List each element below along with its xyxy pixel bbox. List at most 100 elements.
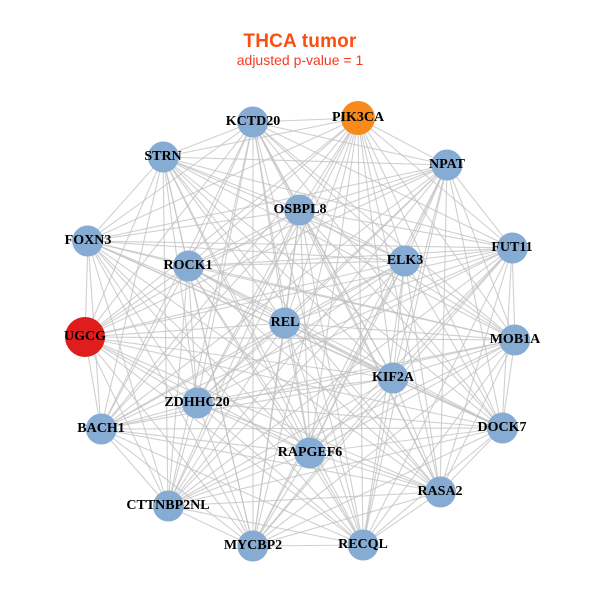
node-circle[interactable] — [65, 317, 105, 357]
network-edge — [299, 117, 359, 211]
network-node-npat[interactable]: NPAT — [429, 149, 465, 181]
node-circle[interactable] — [85, 413, 117, 445]
node-circle[interactable] — [181, 387, 213, 419]
node-circle[interactable] — [499, 324, 531, 356]
node-circle[interactable] — [496, 232, 528, 264]
network-edge — [87, 240, 513, 249]
network-edge — [196, 247, 513, 404]
network-node-osbpl8[interactable]: OSBPL8 — [274, 194, 326, 226]
network-edge — [196, 402, 503, 429]
network-edge — [84, 322, 286, 338]
network-edge — [187, 265, 503, 429]
network-edge — [162, 156, 448, 166]
network-node-zdhhc20[interactable]: ZDHHC20 — [164, 387, 230, 419]
network-edge — [392, 377, 503, 429]
network-node-mob1a[interactable]: MOB1A — [490, 324, 540, 356]
network-edge — [187, 265, 364, 546]
node-circle[interactable] — [347, 529, 379, 561]
node-circle[interactable] — [284, 194, 316, 226]
node-circle[interactable] — [152, 490, 184, 522]
node-label: STRN — [144, 149, 182, 164]
network-node-rapgef6[interactable]: RAPGEF6 — [277, 437, 343, 469]
network-node-kctd20[interactable]: KCTD20 — [226, 106, 280, 138]
network-edge — [187, 265, 254, 547]
network-node-ugcg[interactable]: UGCG — [64, 317, 106, 357]
network-edge — [167, 209, 301, 507]
network-node-dock7[interactable]: DOCK7 — [478, 412, 527, 444]
node-label: RAPGEF6 — [277, 445, 343, 460]
network-node-foxn3[interactable]: FOXN3 — [65, 225, 111, 257]
network-node-fut11[interactable]: FUT11 — [491, 232, 533, 264]
network-node-rel[interactable]: REL — [269, 307, 301, 339]
node-label: ROCK1 — [163, 258, 213, 273]
network-edge — [284, 322, 441, 493]
network-edge — [167, 402, 198, 507]
network-edge — [187, 265, 286, 324]
network-edge — [252, 117, 359, 123]
network-node-recql[interactable]: RECQL — [338, 529, 388, 561]
network-edge — [84, 336, 441, 493]
network-edge — [404, 164, 448, 262]
node-circle[interactable] — [424, 476, 456, 508]
network-edge — [87, 240, 311, 454]
network-edge — [84, 336, 394, 379]
network-edge — [84, 336, 364, 546]
network-edge — [100, 428, 254, 547]
network-edge — [196, 402, 364, 546]
network-node-kif2a[interactable]: KIF2A — [372, 362, 414, 394]
network-edge — [446, 164, 516, 341]
node-circle[interactable] — [341, 101, 375, 135]
network-edge — [357, 117, 503, 429]
network-edge — [167, 117, 359, 507]
network-node-mycbp2[interactable]: MYCBP2 — [224, 530, 282, 562]
plot-subtitle: adjusted p-value = 1 — [236, 52, 364, 68]
network-node-elk3[interactable]: ELK3 — [387, 245, 423, 277]
node-circle[interactable] — [172, 250, 204, 282]
node-circle[interactable] — [237, 106, 269, 138]
network-node-pik3ca[interactable]: PIK3CA — [331, 101, 385, 135]
network-edge — [100, 377, 394, 430]
node-circle[interactable] — [377, 362, 409, 394]
network-edge — [252, 377, 394, 547]
node-circle[interactable] — [431, 149, 463, 181]
network-edge — [284, 322, 364, 546]
network-edge — [162, 117, 359, 158]
node-circle[interactable] — [294, 437, 326, 469]
network-edge — [284, 247, 513, 324]
node-circle[interactable] — [237, 530, 269, 562]
network-edge — [196, 377, 394, 404]
node-label: CTTNBP2NL — [126, 498, 210, 513]
node-circle[interactable] — [389, 245, 421, 277]
network-edge — [187, 247, 513, 267]
network-node-bach1[interactable]: BACH1 — [77, 413, 125, 445]
network-edge — [87, 117, 359, 242]
node-circle[interactable] — [269, 307, 301, 339]
network-edge — [87, 240, 254, 547]
network-edge — [439, 339, 516, 493]
node-circle[interactable] — [72, 225, 104, 257]
network-edge — [100, 260, 406, 430]
node-label: PIK3CA — [331, 110, 385, 125]
network-edge — [100, 427, 503, 430]
network-node-strn[interactable]: STRN — [144, 141, 182, 173]
network-edge — [196, 209, 301, 404]
network-edge — [167, 322, 286, 507]
network-node-rock1[interactable]: ROCK1 — [163, 250, 213, 282]
network-edge — [187, 265, 441, 493]
network-edge — [167, 491, 441, 507]
network-edge — [392, 260, 406, 379]
node-circle[interactable] — [147, 141, 179, 173]
node-label: FUT11 — [491, 240, 533, 255]
network-node-cttnbp2nl[interactable]: CTTNBP2NL — [126, 490, 210, 522]
network-edge — [446, 164, 513, 249]
network-edge — [187, 260, 406, 267]
network-edge — [87, 164, 448, 242]
network-edge — [84, 336, 516, 341]
network-edge — [357, 117, 516, 341]
node-circle[interactable] — [486, 412, 518, 444]
network-node-rasa2[interactable]: RASA2 — [417, 476, 463, 508]
network-edge — [362, 377, 394, 546]
network-edge — [357, 117, 513, 249]
